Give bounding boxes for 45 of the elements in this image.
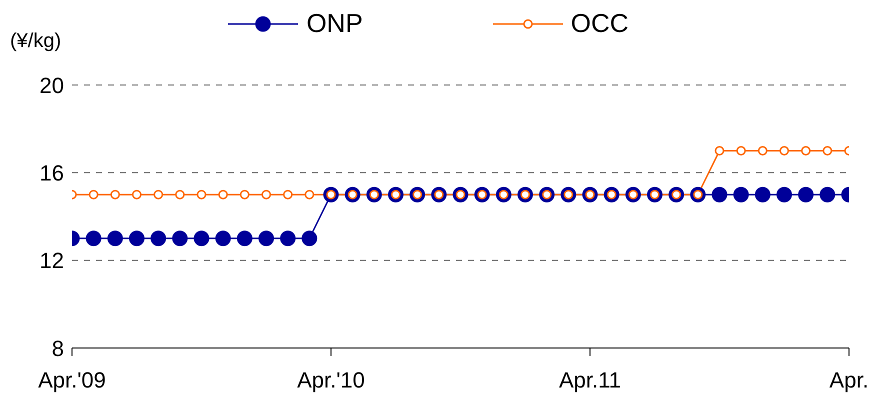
point (154, 190, 164, 200)
point (240, 190, 250, 200)
point (132, 190, 142, 200)
point (218, 190, 228, 200)
point (88, 190, 98, 200)
x-tick-label: Apr.11 (559, 368, 621, 393)
point (714, 146, 724, 156)
point (175, 190, 185, 200)
point (172, 230, 188, 246)
legend-label: OCC (570, 8, 629, 39)
point (283, 190, 293, 200)
point (110, 190, 120, 200)
point (822, 146, 832, 156)
point (236, 230, 252, 246)
point (736, 146, 746, 156)
point (712, 186, 728, 202)
point (801, 146, 811, 156)
point (758, 146, 768, 156)
point (129, 230, 144, 246)
point (258, 230, 274, 246)
point (262, 190, 271, 200)
point (780, 146, 789, 156)
point (820, 186, 836, 202)
y-tick-label: 20 (40, 72, 64, 98)
x-tick-label: Apr. (829, 368, 869, 393)
y-tick-label: 16 (40, 160, 64, 186)
point (776, 186, 792, 202)
point (196, 190, 206, 200)
point (754, 186, 770, 202)
point (86, 230, 102, 246)
y-tick-label: 12 (40, 248, 64, 274)
point (194, 230, 210, 246)
point (302, 230, 318, 246)
legend-label: ONP (306, 8, 363, 39)
point (733, 186, 749, 202)
x-tick-label: Apr.'09 (38, 368, 106, 393)
point (215, 230, 231, 246)
point (304, 190, 314, 200)
x-tick-label: Apr.'10 (297, 368, 365, 393)
point (107, 230, 123, 246)
point (280, 230, 296, 246)
point (798, 186, 814, 202)
y-axis-title: (¥/kg) (10, 30, 62, 53)
y-tick-label: 8 (52, 336, 64, 361)
point (150, 230, 166, 246)
